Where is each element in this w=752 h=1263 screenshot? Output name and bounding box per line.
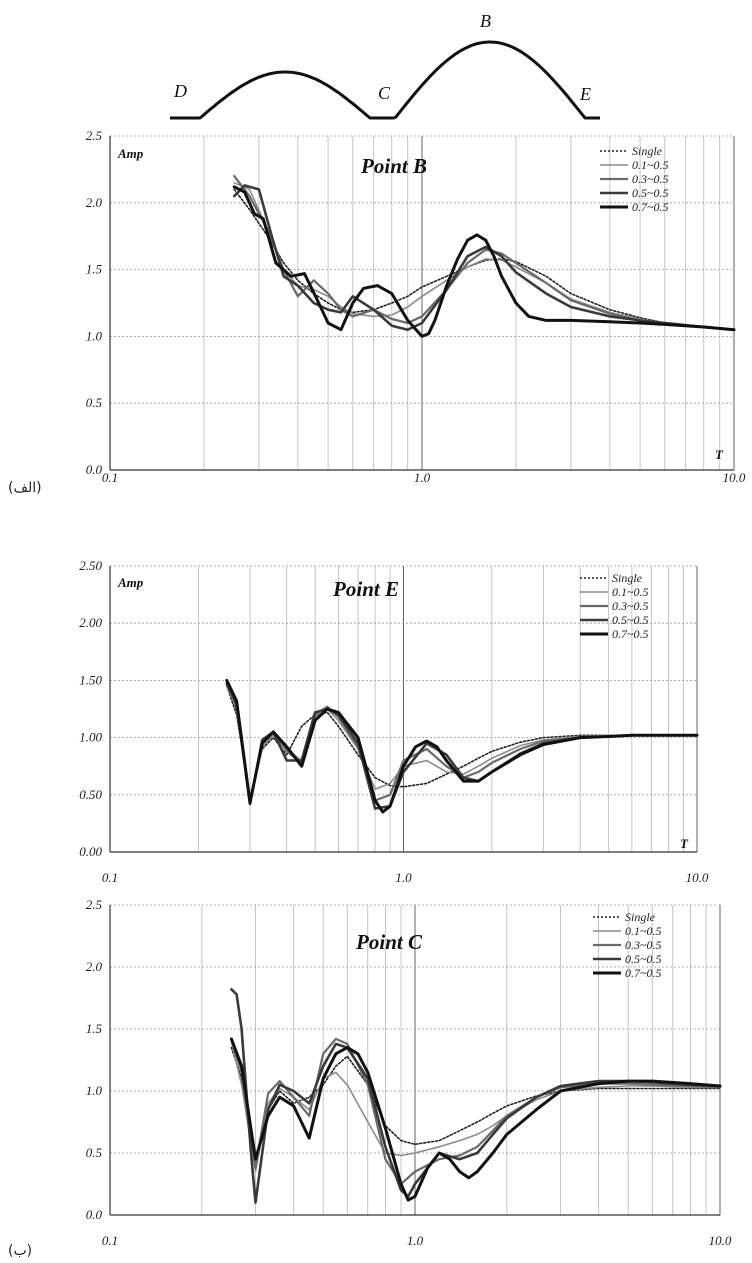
series-group: [229, 988, 722, 1204]
panel-tag-b: (ب): [8, 1243, 32, 1259]
chart-1: 0.0 0.5 1.0 1.5 2.0 2.5 0.1 1.0 10.0 Point B Amp T S…: [86, 128, 746, 485]
legend-label: Single: [632, 144, 663, 158]
x-tick-label: 1.0: [414, 470, 431, 485]
x-axis-label: T: [715, 447, 724, 462]
y-tick-label: 2.0: [86, 959, 103, 974]
y-tick-label: 0.5: [86, 395, 103, 410]
x-tick-label: 0.1: [102, 470, 118, 485]
x-tick-label: 1.0: [407, 1233, 424, 1248]
y-tick-label: 0.50: [79, 787, 102, 802]
x-tick-label: 1.0: [395, 870, 412, 885]
y-tick-label: 1.5: [86, 1021, 103, 1036]
legend-label: 0.5~0.5: [632, 186, 669, 200]
legend-label: 0.1~0.5: [632, 158, 669, 172]
legend-label: 0.1~0.5: [625, 924, 662, 938]
x-tick-label: 0.1: [102, 870, 118, 885]
x-axis-label: T: [680, 836, 689, 851]
y-tick-label: 1.50: [79, 672, 102, 687]
charts-group: 0.0 0.5 1.0 1.5 2.0 2.5 0.1 1.0 10.0 Point B Amp T S…: [79, 128, 746, 1248]
grid: [109, 135, 735, 470]
y-axis-label: Amp: [117, 146, 144, 161]
y-tick-label: 0.00: [79, 844, 102, 859]
legend-label: 0.5~0.5: [612, 613, 649, 627]
series-line-4: [225, 682, 699, 810]
legend-label: 0.3~0.5: [612, 599, 649, 613]
legend-label: 0.7~0.5: [632, 200, 669, 214]
y-tick-label: 2.5: [86, 128, 103, 143]
legend-label: 0.3~0.5: [632, 172, 669, 186]
series-line-1: [233, 188, 735, 331]
series-line-5: [232, 185, 736, 338]
y-tick-label: 0.0: [86, 462, 103, 477]
legend-label: 0.7~0.5: [612, 627, 649, 641]
legend-label: 0.7~0.5: [625, 966, 662, 980]
series-line-2: [230, 1040, 721, 1173]
y-tick-label: 2.00: [79, 615, 102, 630]
legend-label: Single: [612, 571, 643, 585]
legend-label: 0.5~0.5: [625, 952, 662, 966]
y-tick-label: 1.0: [86, 328, 103, 343]
y-tick-label: 1.00: [79, 730, 102, 745]
series-group: [232, 175, 736, 338]
y-tick-label: 0.5: [86, 1145, 103, 1160]
series-line-3: [225, 681, 699, 803]
series-line-3: [230, 1037, 722, 1186]
series-line-1: [230, 1046, 721, 1167]
panel-tag-a: (الف): [8, 480, 42, 496]
y-axis-label: Amp: [117, 575, 144, 590]
y-tick-label: 1.5: [86, 262, 103, 277]
legend-label: 0.3~0.5: [625, 938, 662, 952]
y-tick-label: 0.0: [86, 1207, 103, 1222]
series-line-5: [225, 678, 699, 814]
series-line-3: [233, 175, 736, 331]
terrain-profile-curve: [170, 40, 600, 120]
series-line-5: [229, 1037, 722, 1202]
profile-point-d: D: [173, 81, 187, 101]
x-tick-label: 0.1: [102, 1233, 118, 1248]
series-line-2: [226, 685, 698, 802]
x-tick-label: 10.0: [709, 1233, 732, 1248]
chart-title: Point C: [355, 930, 423, 954]
chart-title: Point E: [332, 577, 399, 601]
legend-label: 0.1~0.5: [612, 585, 649, 599]
terrain-profile: D C B E: [170, 11, 600, 120]
series-group: [225, 678, 699, 814]
y-tick-label: 2.0: [86, 195, 103, 210]
x-tick-label: 10.0: [686, 870, 709, 885]
series-line-4: [230, 988, 722, 1204]
y-tick-label: 2.50: [79, 558, 102, 573]
profile-point-e: E: [579, 84, 591, 104]
grid: [109, 565, 698, 852]
chart-3: 0.0 0.5 1.0 1.5 2.0 2.5 0.1 1.0 10.0 Point C Singl…: [86, 897, 732, 1248]
y-tick-label: 2.5: [86, 897, 103, 912]
profile-point-b: B: [480, 11, 491, 31]
chart-title: Point B: [360, 154, 427, 178]
y-tick-label: 1.0: [86, 1083, 103, 1098]
legend-label: Single: [625, 910, 656, 924]
profile-point-c: C: [378, 83, 391, 103]
chart-2: 0.00 0.50 1.00 1.50 2.00 2.50 0.1 1.0 10.0 Point …: [79, 558, 709, 885]
x-tick-label: 10.0: [723, 470, 746, 485]
